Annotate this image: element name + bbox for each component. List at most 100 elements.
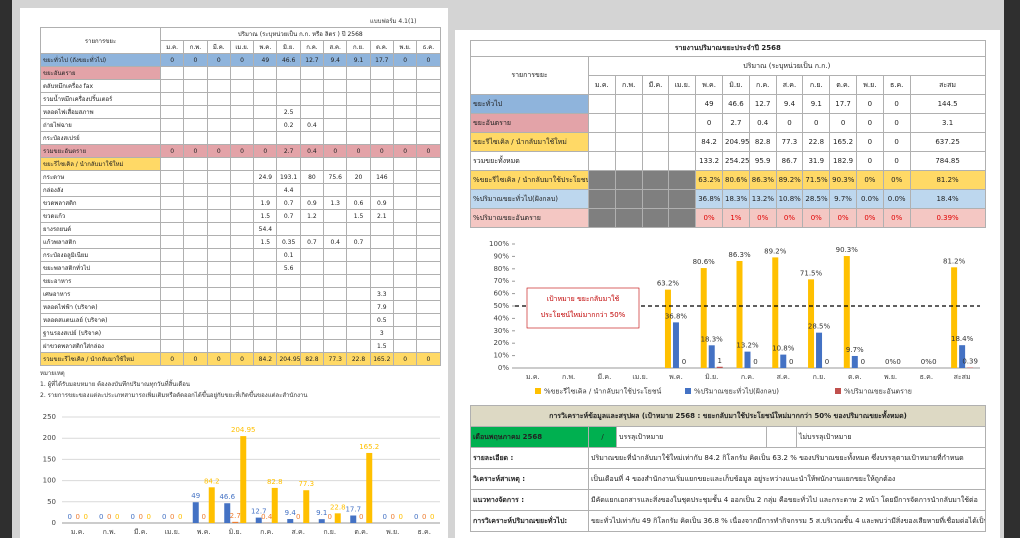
sheet-row: ฐานรองสเปย์ (บริจาค) 3: [40, 326, 441, 340]
value-cell: [253, 131, 278, 145]
value-cell: 22.8: [802, 132, 831, 152]
month-header: มี.ค.: [206, 40, 231, 54]
value-cell: 86.3%: [748, 170, 777, 190]
note: หมายเหตุ: [40, 370, 65, 377]
data-label: 18.3%: [701, 335, 724, 343]
value-cell: [392, 287, 418, 301]
row-label: ขยะอันตราย: [470, 113, 589, 133]
analysis-text: มีคัดแยกเอกสารและสิ่งของในชุดประชุมชั้น …: [588, 489, 986, 511]
data-label: 0: [147, 513, 151, 521]
sheet-row: ถ่ายไฟฉาย 0.2 0.4: [40, 118, 441, 132]
month-header: ก.ค.: [299, 40, 325, 54]
data-label: 0: [861, 358, 865, 366]
annotation: เป้าหมาย ขยะกลับมาใช้: [547, 294, 620, 303]
value-cell: [159, 66, 185, 80]
bar: [716, 366, 723, 368]
value-cell: 82.8: [748, 132, 777, 152]
x-tick-label: ก.ค.: [260, 528, 273, 536]
bar: [271, 487, 278, 523]
value-cell: [276, 326, 301, 340]
value-cell: 1.5: [253, 209, 278, 223]
data-label: 84.2: [204, 477, 220, 485]
row-label: ขยะรีไซเคิล / นำกลับมาใช้ใหม่: [470, 132, 589, 152]
value-cell: [416, 261, 441, 275]
value-cell: 1.5: [346, 209, 371, 223]
value-cell: [323, 79, 348, 93]
header-cell: รายการขยะ: [470, 56, 589, 95]
value-cell: [206, 326, 231, 340]
data-label: 86.3%: [728, 251, 751, 259]
value-cell: 0: [416, 352, 441, 366]
bar: [959, 345, 966, 368]
header-cell: ปริมาณ (ระบุหน่วยเป็น ก.ก. หรือ ลิตร ) ป…: [160, 27, 441, 41]
value-cell: [183, 92, 208, 106]
month-header: ก.พ.: [183, 40, 208, 54]
value-cell: 204.95: [721, 132, 750, 152]
value-cell: [229, 157, 255, 171]
value-cell: [229, 196, 255, 210]
data-label: 28.5%: [808, 323, 831, 331]
value-cell: [323, 105, 348, 119]
value-cell: 82.8: [299, 352, 325, 366]
value-cell: [369, 105, 394, 119]
column-header: ส.ค.: [775, 75, 804, 95]
value-cell: [276, 287, 301, 301]
value-cell: [323, 274, 348, 288]
value-cell: 0: [183, 53, 208, 67]
month-header: พ.ย.: [392, 40, 418, 54]
value-cell: [641, 189, 670, 209]
value-cell: 204.95: [276, 352, 301, 366]
column-header: ม.ค.: [588, 75, 616, 95]
value-cell: [668, 170, 697, 190]
row-label: รวมขยะอันตราย: [40, 144, 161, 158]
value-cell: 193.1: [276, 170, 301, 184]
row-label: ขยะอาหาร: [40, 274, 161, 288]
value-cell: [159, 274, 185, 288]
row-label: ขวดแก้ว: [40, 209, 161, 223]
value-cell: 0: [346, 144, 371, 158]
value-cell: [183, 248, 208, 262]
value-cell: [206, 248, 231, 262]
data-label: 46.6: [219, 493, 235, 501]
value-cell: [392, 157, 418, 171]
header-row: รายการขยะ ปริมาณ (ระบุหน่วยเป็น ก.ก.): [470, 56, 986, 95]
value-cell: [183, 79, 208, 93]
value-cell: [392, 339, 418, 353]
value-cell: [229, 313, 255, 327]
sheet-row: กระป๋องอลูมิเนียม 0.1: [40, 248, 441, 262]
data-label: 0: [896, 358, 900, 366]
value-cell: [416, 313, 441, 327]
value-cell: 28.5%: [802, 189, 831, 209]
value-cell: [299, 248, 325, 262]
value-cell: 9.4: [775, 94, 804, 114]
value-cell: [253, 300, 278, 314]
data-label: 0: [399, 513, 403, 521]
value-cell: 0.7: [276, 209, 301, 223]
value-cell: [346, 79, 371, 93]
value-cell: [346, 300, 371, 314]
data-label: 165.2: [359, 443, 379, 451]
value-cell: [323, 183, 348, 197]
data-label: 10.8%: [772, 345, 795, 353]
value-cell: [276, 222, 301, 236]
report-row: รวมขยะทั้งหมด 133.2 254.25 95.9 86.7 31.9 182.…: [470, 151, 986, 171]
data-label: 82.8: [267, 478, 283, 486]
x-tick-label: ส.ค.: [777, 373, 790, 381]
value-cell: [299, 313, 325, 327]
value-cell: [588, 208, 616, 228]
value-cell: [346, 105, 371, 119]
data-label: 0: [383, 513, 387, 521]
value-cell: [369, 131, 394, 145]
value-cell: [253, 261, 278, 275]
note: 2. รายการขยะของแต่ละประเภทสามารถเพิ่มเติ…: [40, 392, 308, 399]
value-cell: 17.7: [369, 53, 394, 67]
x-tick-label: สะสม: [954, 373, 971, 381]
value-cell: [588, 170, 616, 190]
value-cell: 0: [159, 144, 185, 158]
value-cell: 95.9: [748, 151, 777, 171]
value-cell: [276, 131, 301, 145]
value-cell: [369, 79, 394, 93]
value-cell: [229, 66, 255, 80]
y-tick-label: 60%: [493, 290, 509, 298]
